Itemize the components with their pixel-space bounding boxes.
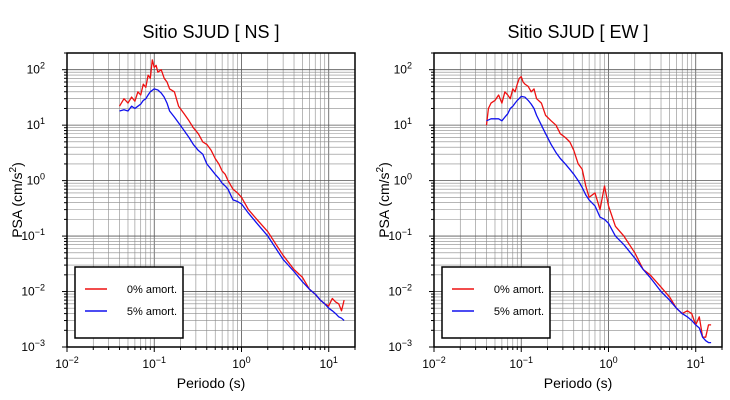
x-tick-label: 10−2 [55,355,79,371]
legend-label: 0% amort. [494,284,544,296]
y-tick-base: 10 [394,118,408,132]
y-tick-label: 10−3 [388,338,412,354]
y-tick-exp: 1 [40,116,45,126]
y-tick-exp: 0 [40,172,45,182]
x-axis-label: Periodo (s) [177,375,245,391]
y-axis-label: PSA (cm/s2) [375,162,392,238]
y-tick-exp: −3 [402,338,412,348]
y-tick-exp: 2 [40,61,45,71]
y-tick-base: 10 [27,174,41,188]
legend-label: 5% amort. [127,306,177,318]
x-tick-label: 10−2 [422,355,446,371]
y-tick-label: 101 [394,116,412,132]
x-tick-exp: −2 [436,355,446,365]
x-tick-exp: −1 [156,355,166,365]
y-tick-base: 10 [388,229,402,243]
y-label-main: PSA (cm/s [376,172,392,237]
y-tick-exp: −2 [402,283,412,293]
x-tick-base: 10 [687,357,701,371]
x-tick-base: 10 [599,357,613,371]
legend-box [441,266,551,339]
y-label-sup: 2 [8,166,19,172]
x-tick-exp: 1 [700,355,705,365]
grid [67,53,355,347]
y-tick-label: 10−1 [388,227,412,243]
chart-title: Sitio SJUD [ NS ] [142,22,279,42]
chart-title: Sitio SJUD [ EW ] [507,22,648,42]
y-tick-label: 101 [27,116,45,132]
y-label-sup: 2 [375,166,386,172]
x-tick-base: 10 [509,357,523,371]
x-tick-label: 10−1 [142,355,166,371]
x-tick-base: 10 [232,357,246,371]
y-tick-exp: 0 [407,172,412,182]
y-tick-exp: −1 [35,227,45,237]
y-tick-label: 100 [27,172,45,188]
legend-label: 5% amort. [494,306,544,318]
y-tick-base: 10 [21,340,35,354]
y-tick-label: 10−3 [21,338,45,354]
y-tick-label: 10−2 [388,283,412,299]
x-tick-exp: 0 [246,355,251,365]
y-tick-exp: 1 [407,116,412,126]
y-tick-base: 10 [27,118,41,132]
y-tick-base: 10 [388,285,402,299]
x-tick-exp: 0 [613,355,618,365]
y-tick-exp: 2 [407,61,412,71]
x-tick-exp: −1 [523,355,533,365]
legend-box [74,266,184,339]
legend-label: 0% amort. [127,284,177,296]
x-tick-exp: −2 [69,355,79,365]
series-group [118,59,345,321]
series-line-damped [486,95,712,344]
chart-panel-2: Sitio SJUD [ EW ]10−2 10−1 100 10110−310−21… [375,22,723,391]
y-tick-base: 10 [394,63,408,77]
x-tick-label: 101 [687,355,705,371]
plot-frame [66,52,356,348]
y-tick-base: 10 [27,63,41,77]
x-axis-label: Periodo (s) [544,375,612,391]
legend: 0% amort. 5% amort. [441,266,551,339]
x-tick-label: 101 [320,355,338,371]
x-tick-label: 100 [232,355,250,371]
x-tick-label: 10−1 [509,355,533,371]
x-tick-base: 10 [320,357,334,371]
y-tick-label: 102 [27,61,45,77]
y-tick-base: 10 [21,285,35,299]
y-tick-label: 10−1 [21,227,45,243]
y-tick-label: 102 [394,61,412,77]
y-tick-base: 10 [388,340,402,354]
chart-panel-1: Sitio SJUD [ NS ]10−2 10−1 100 10110−310−21… [8,22,356,391]
y-tick-exp: −1 [402,227,412,237]
y-tick-base: 10 [21,229,35,243]
x-tick-base: 10 [55,357,69,371]
x-tick-base: 10 [422,357,436,371]
x-tick-exp: 1 [333,355,338,365]
y-label-end: ) [9,162,25,167]
series-group [485,75,712,344]
x-tick-base: 10 [142,357,156,371]
y-label-end: ) [376,162,392,167]
y-axis-label: PSA (cm/s2) [8,162,25,238]
series-line-damped [119,88,345,321]
y-label-main: PSA (cm/s [9,172,25,237]
y-tick-label: 10−2 [21,283,45,299]
y-tick-label: 100 [394,172,412,188]
y-tick-exp: −3 [35,338,45,348]
x-tick-label: 100 [599,355,617,371]
y-tick-exp: −2 [35,283,45,293]
y-tick-base: 10 [394,174,408,188]
plot-frame [433,52,723,348]
legend: 0% amort. 5% amort. [74,266,184,339]
